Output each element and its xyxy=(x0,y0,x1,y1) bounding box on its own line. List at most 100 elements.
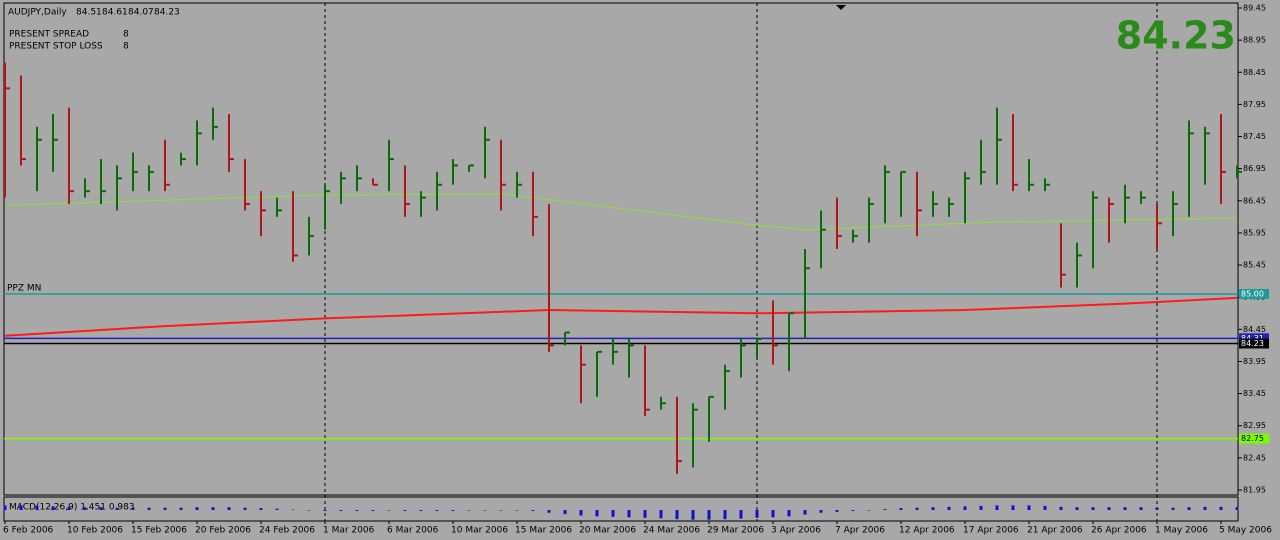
shift-marker xyxy=(836,5,846,10)
macd-bar xyxy=(451,510,455,511)
x-tick-label: 10 Mar 2006 xyxy=(451,526,508,536)
x-tick-label: 5 May 2006 xyxy=(1219,526,1272,536)
macd-bar xyxy=(483,510,487,511)
macd-bar xyxy=(963,506,967,510)
info-value: 8 xyxy=(123,42,129,52)
macd-bar xyxy=(707,510,711,520)
x-tick-label: 17 Apr 2006 xyxy=(963,526,1019,536)
x-tick-label: 29 Mar 2006 xyxy=(707,526,764,536)
macd-bar xyxy=(547,510,551,513)
macd-bar xyxy=(419,510,423,511)
macd-bar xyxy=(355,510,359,511)
x-tick-label: 15 Mar 2006 xyxy=(515,526,572,536)
macd-bar xyxy=(835,510,839,512)
x-tick-label: 6 Mar 2006 xyxy=(387,526,439,536)
macd-bar xyxy=(339,510,343,511)
macd-bar xyxy=(1027,505,1031,510)
macd-bar xyxy=(467,510,471,511)
macd-bar xyxy=(915,507,919,510)
macd-bar xyxy=(1219,506,1223,510)
macd-bar xyxy=(1091,507,1095,510)
macd-bar xyxy=(803,510,807,515)
y-tick-label: 81.95 xyxy=(1243,486,1266,495)
macd-bar xyxy=(675,510,679,520)
ohlc-open: 84.51 xyxy=(76,8,102,18)
macd-bar xyxy=(323,510,327,511)
macd-bar xyxy=(435,510,439,511)
macd-bar xyxy=(1011,505,1015,510)
macd-bar xyxy=(131,507,135,510)
macd-bar xyxy=(1187,507,1191,510)
macd-bar xyxy=(211,507,215,510)
current-price: 84.23 xyxy=(1116,14,1236,58)
macd-bar xyxy=(531,510,535,511)
macd-bar xyxy=(371,510,375,511)
macd-bar xyxy=(3,505,7,510)
macd-bar xyxy=(387,510,391,511)
level-label: 85.00 xyxy=(1241,289,1264,298)
y-tick-label: 87.95 xyxy=(1243,100,1266,109)
macd-bar xyxy=(67,506,71,510)
y-tick-label: 89.45 xyxy=(1243,4,1266,13)
y-tick-label: 84.45 xyxy=(1243,325,1266,334)
y-tick-label: 87.45 xyxy=(1243,132,1266,141)
macd-bar xyxy=(995,505,999,510)
macd-bar xyxy=(1043,505,1047,510)
info-label: PRESENT STOP LOSS xyxy=(9,42,103,52)
macd-bar xyxy=(275,508,279,510)
macd-bar xyxy=(883,509,887,510)
level-label: 84.23 xyxy=(1241,339,1264,348)
info-label: PRESENT SPREAD xyxy=(9,30,89,40)
level-label-box xyxy=(1239,433,1269,444)
macd-bar xyxy=(179,507,183,510)
symbol-title: AUDJPY,Daily xyxy=(8,8,67,18)
macd-bar xyxy=(99,507,103,510)
y-tick-label: 82.45 xyxy=(1243,453,1266,462)
level-label-box xyxy=(1239,338,1269,349)
macd-bar xyxy=(819,510,823,513)
macd-bar xyxy=(83,507,87,510)
level-name: PPZ MN xyxy=(7,283,41,293)
x-tick-label: 12 Apr 2006 xyxy=(899,526,955,536)
macd-bar xyxy=(195,507,199,510)
price-frame xyxy=(3,2,1239,496)
x-tick-label: 20 Mar 2006 xyxy=(579,526,636,536)
macd-bar xyxy=(1123,507,1127,510)
macd-bar xyxy=(1059,506,1063,510)
x-tick-label: 1 May 2006 xyxy=(1155,526,1208,536)
y-tick-label: 82.95 xyxy=(1243,421,1266,430)
x-tick-label: 7 Apr 2006 xyxy=(835,526,885,536)
macd-bar xyxy=(259,508,263,510)
x-tick-label: 21 Apr 2006 xyxy=(1027,526,1083,536)
y-tick-label: 88.45 xyxy=(1243,68,1266,77)
x-tick-label: 20 Feb 2006 xyxy=(195,526,251,536)
macd-bar xyxy=(403,510,407,511)
macd-bar xyxy=(1139,507,1143,510)
macd-bar xyxy=(147,507,151,510)
macd-bar xyxy=(35,505,39,510)
level-label: 84.31 xyxy=(1241,334,1264,343)
macd-bar xyxy=(867,510,871,511)
macd-bar xyxy=(227,507,231,510)
level-label: 82.75 xyxy=(1241,434,1264,443)
info-value: 8 xyxy=(123,30,129,40)
macd-bar xyxy=(643,510,647,518)
macd-bar xyxy=(899,508,903,510)
macd-bar xyxy=(947,506,951,510)
level-label-box xyxy=(1239,288,1269,299)
macd-bar xyxy=(291,509,295,511)
macd-bar xyxy=(563,510,567,515)
macd-bar xyxy=(787,510,791,517)
macd-bar xyxy=(723,510,727,520)
macd-bar xyxy=(1235,507,1239,510)
macd-bar xyxy=(1171,507,1175,510)
macd-label: MACD(12,26,9) 1.451 0.983 xyxy=(9,503,135,513)
ohlc-low: 84.07 xyxy=(128,8,154,18)
macd-bar xyxy=(611,510,615,517)
macd-bar xyxy=(979,505,983,510)
x-tick-label: 24 Mar 2006 xyxy=(643,526,700,536)
y-tick-label: 83.95 xyxy=(1243,357,1266,366)
